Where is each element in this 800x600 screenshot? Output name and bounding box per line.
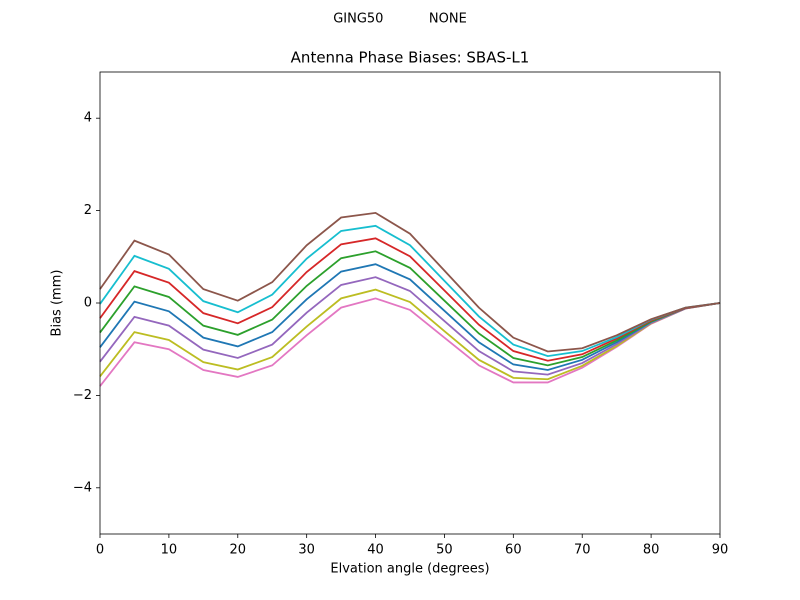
x-axis-label: Elvation angle (degrees) bbox=[330, 562, 489, 577]
x-tick-label: 60 bbox=[505, 543, 522, 558]
x-tick-label: 50 bbox=[436, 543, 453, 558]
plot-area bbox=[99, 211, 721, 387]
series-line bbox=[99, 237, 721, 362]
x-tick-label: 20 bbox=[230, 543, 247, 558]
y-axis-label: Bias (mm) bbox=[50, 270, 65, 337]
y-tick-label: 4 bbox=[84, 111, 92, 126]
y-tick-label: −4 bbox=[73, 480, 92, 495]
x-tick-label: 30 bbox=[298, 543, 315, 558]
x-tick-label: 80 bbox=[643, 543, 660, 558]
x-tick-label: 40 bbox=[367, 543, 384, 558]
chart-title: Antenna Phase Biases: SBAS-L1 bbox=[291, 49, 530, 67]
x-tick-label: 90 bbox=[712, 543, 729, 558]
x-tick-label: 70 bbox=[574, 543, 591, 558]
x-tick-label: 0 bbox=[96, 543, 104, 558]
series-line bbox=[99, 224, 721, 358]
series-line bbox=[99, 263, 721, 371]
series-line bbox=[99, 250, 721, 367]
series-line bbox=[99, 288, 721, 381]
series-line bbox=[99, 276, 721, 376]
series-line bbox=[99, 211, 721, 353]
suptitle: GING50 NONE bbox=[333, 12, 467, 27]
y-tick-label: 2 bbox=[84, 203, 92, 218]
x-tick-label: 10 bbox=[161, 543, 178, 558]
y-tick-label: 0 bbox=[84, 296, 92, 311]
y-tick-label: −2 bbox=[73, 388, 92, 403]
